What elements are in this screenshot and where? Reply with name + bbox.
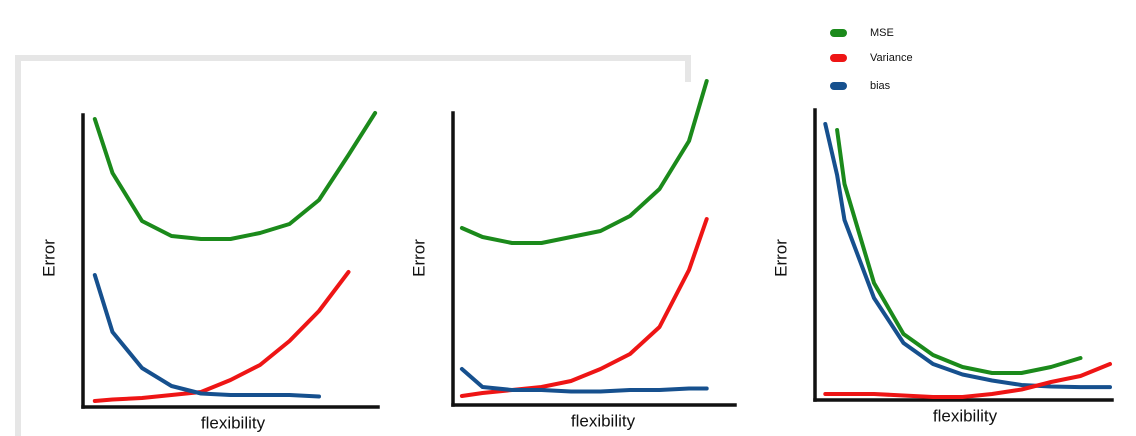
curve — [92, 273, 321, 399]
curve — [823, 122, 1112, 390]
curve — [459, 79, 709, 245]
y-axis-title: Error — [39, 239, 58, 277]
legend-label: Variance — [870, 52, 913, 64]
curve — [823, 362, 1112, 399]
curve — [92, 111, 378, 241]
curve — [459, 367, 709, 394]
legend-label: bias — [870, 80, 891, 92]
y-axis-title: Error — [771, 239, 790, 277]
x-axis-title: flexibility — [933, 406, 998, 425]
legend-label: MSE — [870, 27, 894, 39]
y-axis-title: Error — [409, 239, 428, 277]
x-axis-title: flexibility — [201, 413, 266, 432]
frame — [15, 55, 691, 436]
curve — [92, 270, 351, 403]
curve — [835, 128, 1083, 375]
x-axis-title: flexibility — [571, 411, 636, 430]
curve — [459, 217, 709, 398]
